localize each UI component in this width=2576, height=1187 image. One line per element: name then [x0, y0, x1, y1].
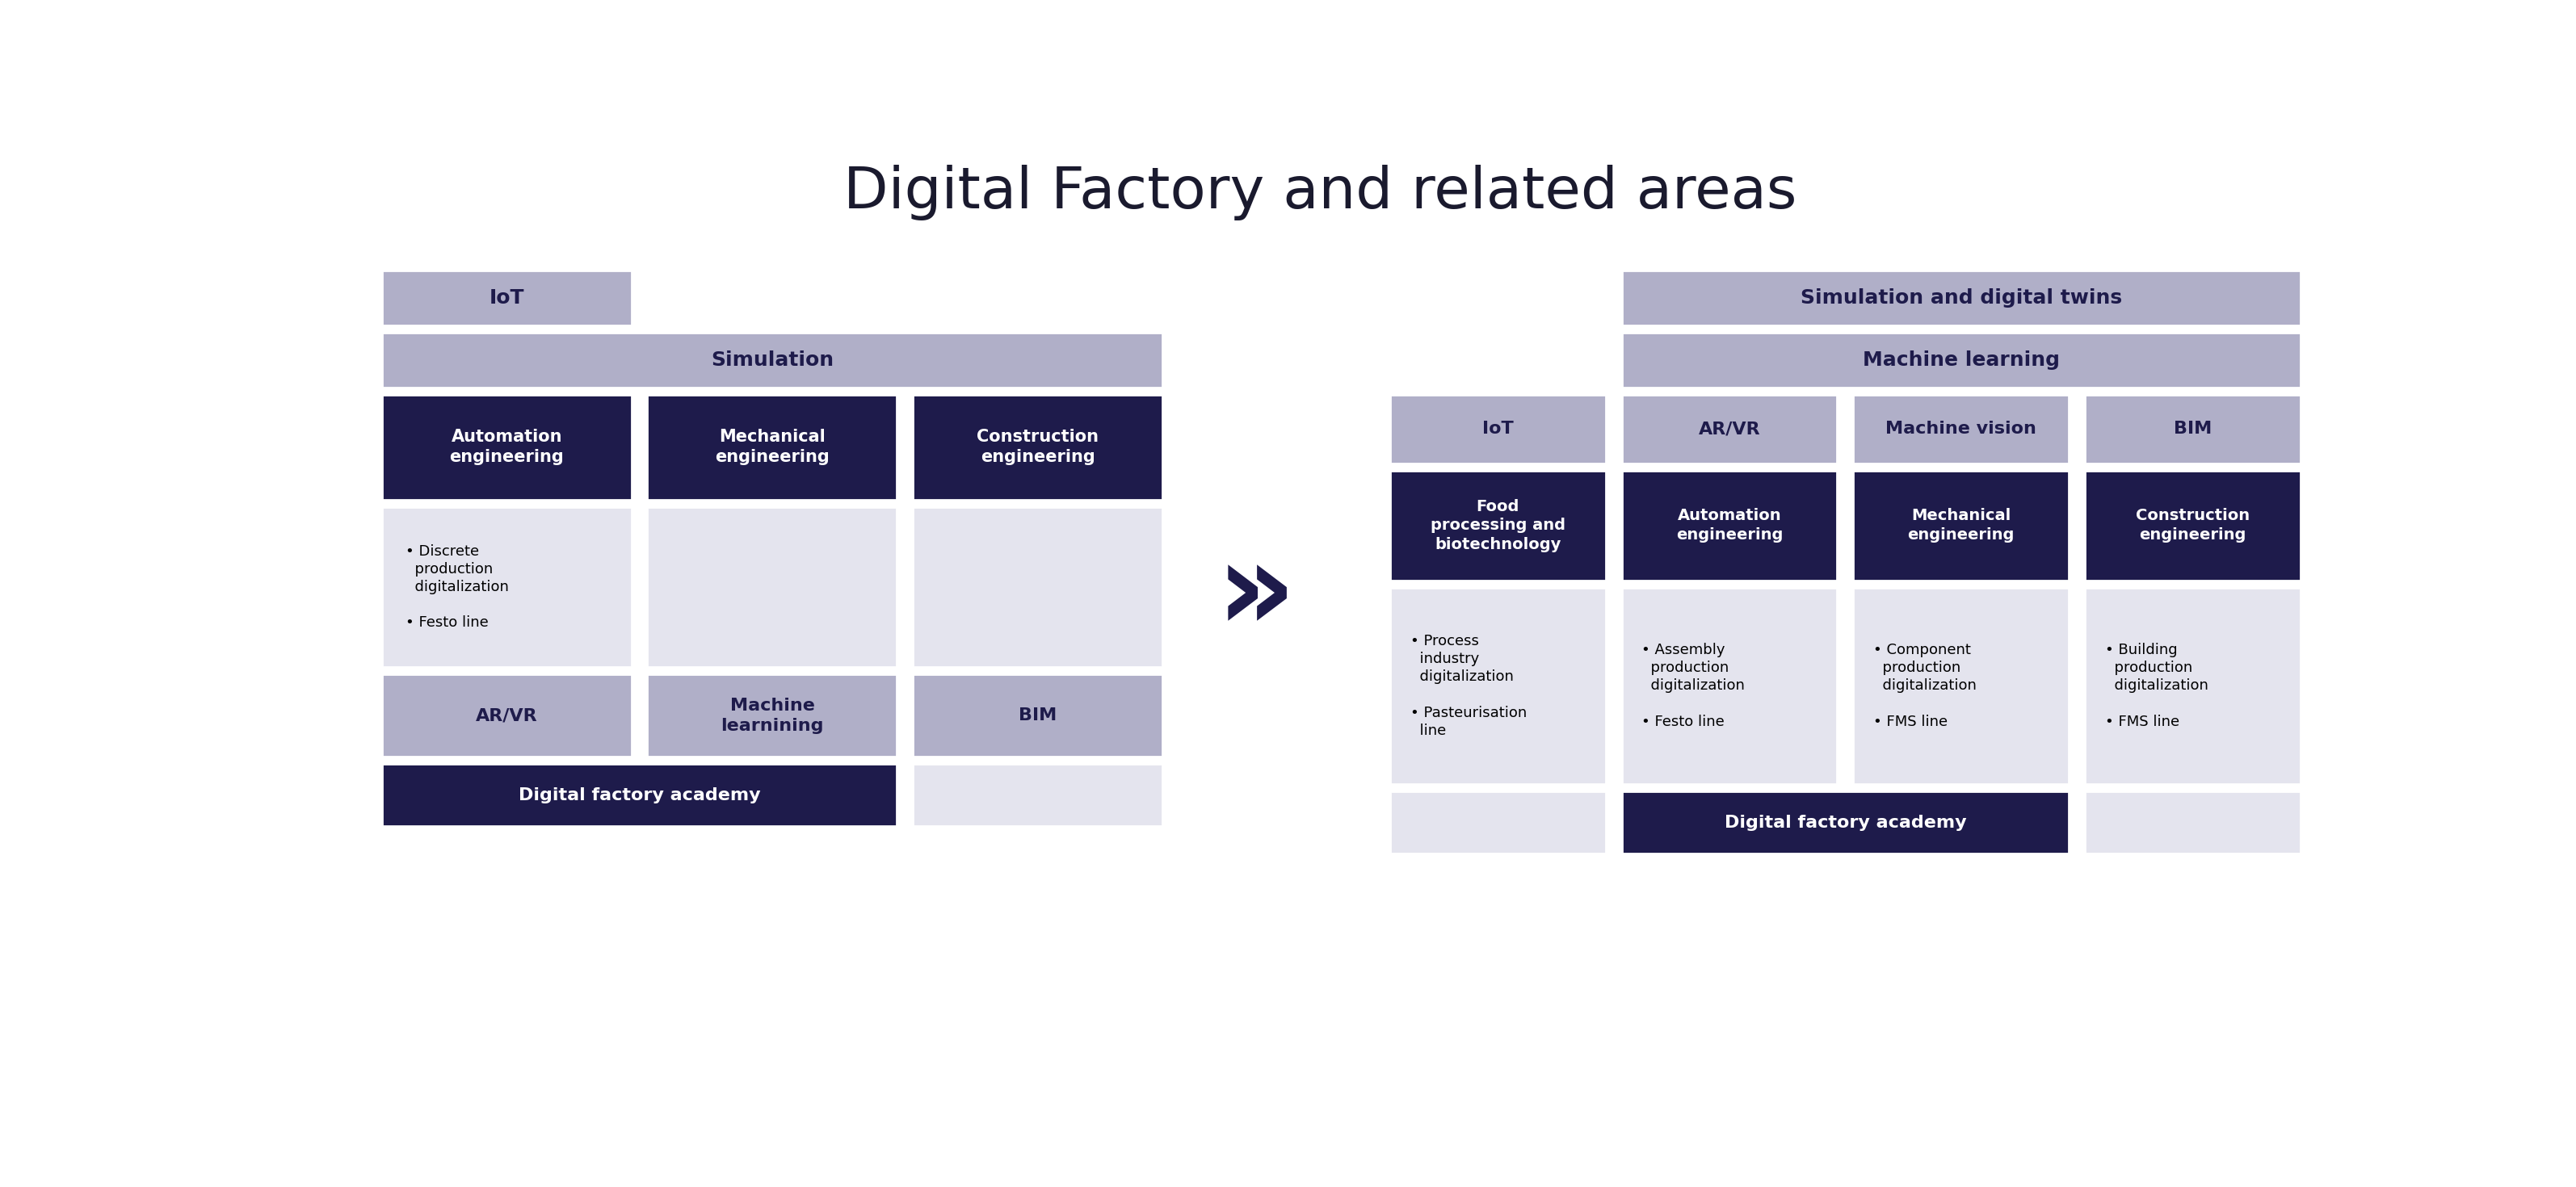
FancyBboxPatch shape — [1623, 588, 1837, 785]
Text: BIM: BIM — [1018, 707, 1056, 724]
Text: Simulation and digital twins: Simulation and digital twins — [1801, 288, 2123, 307]
Text: Food
processing and
biotechnology: Food processing and biotechnology — [1430, 499, 1566, 552]
FancyBboxPatch shape — [1852, 470, 2069, 580]
Text: Machine
learnining: Machine learnining — [721, 698, 824, 734]
FancyBboxPatch shape — [912, 507, 1162, 667]
FancyBboxPatch shape — [2084, 395, 2300, 463]
FancyBboxPatch shape — [1391, 792, 1605, 853]
FancyBboxPatch shape — [1623, 792, 2069, 853]
FancyBboxPatch shape — [647, 507, 896, 667]
Text: Mechanical
engineering: Mechanical engineering — [1909, 508, 2014, 542]
Text: Digital factory academy: Digital factory academy — [1723, 814, 1965, 831]
FancyBboxPatch shape — [381, 271, 631, 325]
FancyBboxPatch shape — [1623, 332, 2300, 387]
FancyBboxPatch shape — [912, 674, 1162, 756]
Text: IoT: IoT — [1481, 421, 1515, 437]
FancyBboxPatch shape — [1391, 470, 1605, 580]
Text: Automation
engineering: Automation engineering — [448, 430, 564, 465]
Text: »: » — [1216, 534, 1296, 655]
Text: Digital factory academy: Digital factory academy — [518, 787, 760, 804]
FancyBboxPatch shape — [912, 764, 1162, 826]
FancyBboxPatch shape — [1852, 588, 2069, 785]
FancyBboxPatch shape — [647, 395, 896, 500]
Text: Simulation: Simulation — [711, 350, 835, 369]
FancyBboxPatch shape — [1391, 395, 1605, 463]
FancyBboxPatch shape — [381, 332, 1162, 387]
FancyBboxPatch shape — [1852, 395, 2069, 463]
Text: Machine learning: Machine learning — [1862, 350, 2061, 369]
Text: Automation
engineering: Automation engineering — [1677, 508, 1783, 542]
Text: BIM: BIM — [2174, 421, 2213, 437]
FancyBboxPatch shape — [381, 674, 631, 756]
Text: • Assembly
  production
  digitalization

• Festo line: • Assembly production digitalization • F… — [1641, 642, 1744, 729]
Text: AR/VR: AR/VR — [477, 707, 538, 724]
Text: Construction
engineering: Construction engineering — [976, 430, 1100, 465]
Text: • Building
  production
  digitalization

• FMS line: • Building production digitalization • F… — [2105, 642, 2208, 729]
Text: • Discrete
  production
  digitalization

• Festo line: • Discrete production digitalization • F… — [407, 544, 510, 630]
FancyBboxPatch shape — [647, 674, 896, 756]
FancyBboxPatch shape — [2084, 588, 2300, 785]
FancyBboxPatch shape — [2084, 792, 2300, 853]
Text: Machine vision: Machine vision — [1886, 421, 2038, 437]
Text: Mechanical
engineering: Mechanical engineering — [716, 430, 829, 465]
Text: • Component
  production
  digitalization

• FMS line: • Component production digitalization • … — [1873, 642, 1976, 729]
FancyBboxPatch shape — [381, 395, 631, 500]
FancyBboxPatch shape — [381, 764, 896, 826]
FancyBboxPatch shape — [381, 507, 631, 667]
Text: Construction
engineering: Construction engineering — [2136, 508, 2249, 542]
Text: IoT: IoT — [489, 288, 526, 307]
Text: AR/VR: AR/VR — [1698, 421, 1759, 437]
FancyBboxPatch shape — [912, 395, 1162, 500]
FancyBboxPatch shape — [2084, 470, 2300, 580]
Text: • Process
  industry
  digitalization

• Pasteurisation
  line: • Process industry digitalization • Past… — [1409, 634, 1528, 738]
FancyBboxPatch shape — [1623, 395, 1837, 463]
FancyBboxPatch shape — [1623, 271, 2300, 325]
FancyBboxPatch shape — [1623, 470, 1837, 580]
FancyBboxPatch shape — [1391, 588, 1605, 785]
Text: Digital Factory and related areas: Digital Factory and related areas — [842, 165, 1798, 221]
